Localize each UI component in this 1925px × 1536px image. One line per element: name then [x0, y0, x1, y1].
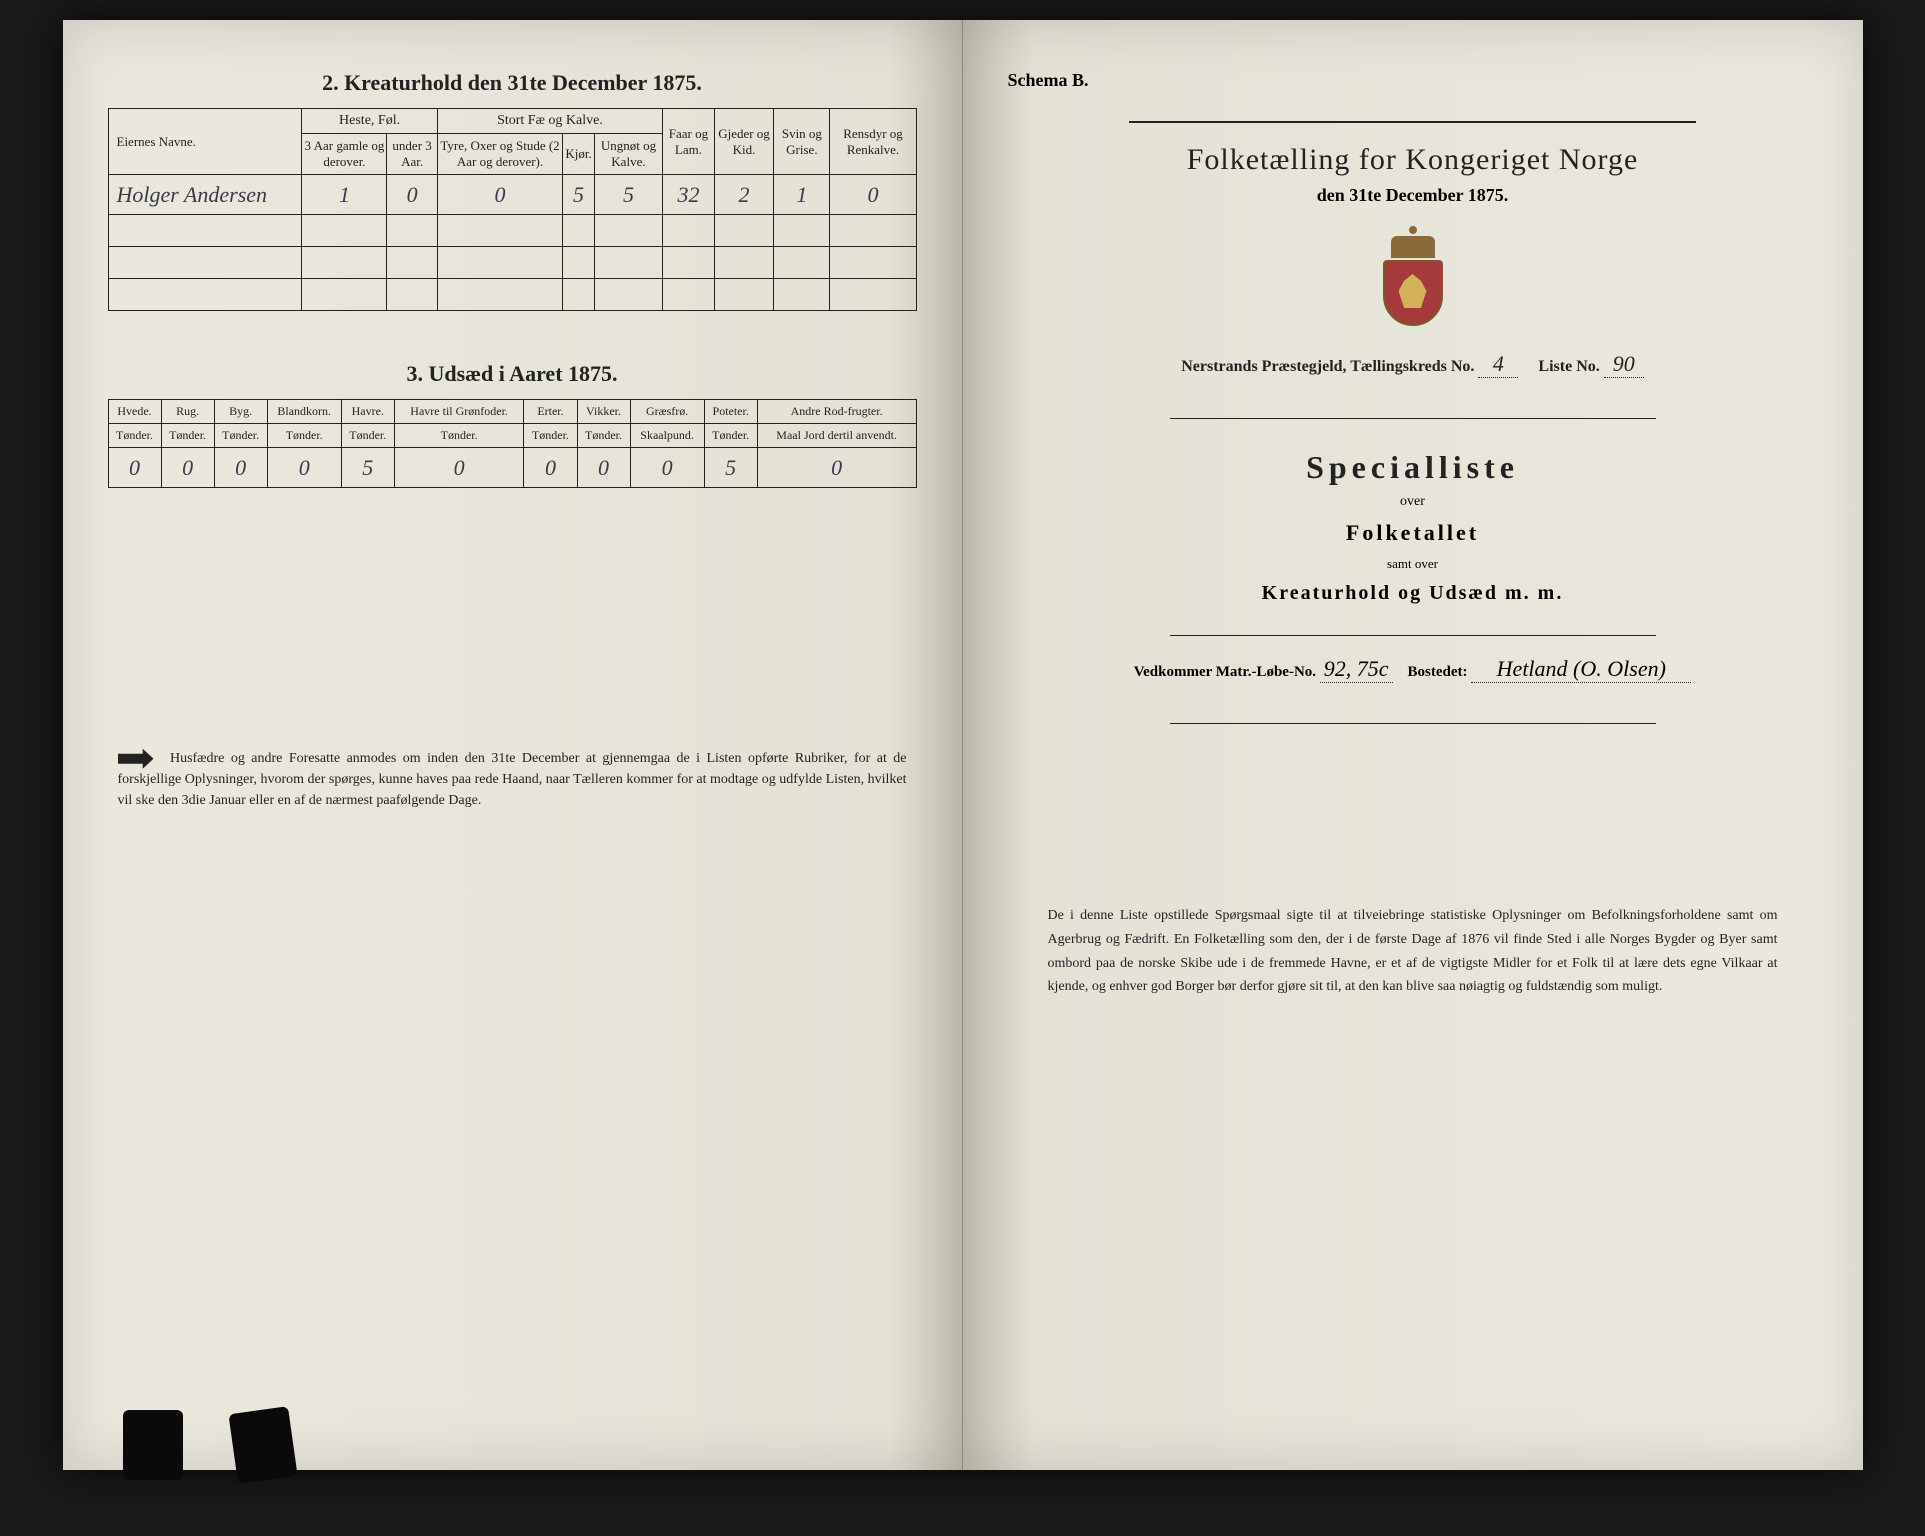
vedkommer-line: Vedkommer Matr.-Løbe-No. 92, 75c Bostede…: [1008, 656, 1818, 683]
col-owner: Eiernes Navne.: [108, 109, 302, 175]
cell: 5: [704, 448, 757, 488]
seed-col: Græsfrø.: [630, 400, 704, 424]
owner-cell: Holger Andersen: [108, 175, 302, 215]
seed-col: Hvede.: [108, 400, 161, 424]
schema-label: Schema B.: [1008, 70, 1818, 91]
cell: 0: [108, 448, 161, 488]
seed-col: Byg.: [214, 400, 267, 424]
seed-unit: Tønder.: [577, 424, 630, 448]
seed-table: Hvede. Rug. Byg. Blandkorn. Havre. Havre…: [108, 399, 917, 488]
parish-label: Nerstrands Præstegjeld, Tællingskreds No…: [1181, 358, 1474, 375]
left-page: 2. Kreaturhold den 31te December 1875. E…: [63, 20, 963, 1470]
divider: [1170, 723, 1656, 724]
liste-label: Liste No.: [1538, 358, 1599, 375]
cell: 32: [663, 175, 714, 215]
seed-col: Havre til Grønfoder.: [394, 400, 524, 424]
h2: under 3 Aar.: [387, 134, 437, 175]
cell: 5: [563, 175, 594, 215]
col-faar: Faar og Lam.: [663, 109, 714, 175]
bosted-value: Hetland (O. Olsen): [1471, 656, 1691, 683]
cell: 1: [302, 175, 387, 215]
seed-col: Vikker.: [577, 400, 630, 424]
cell: 0: [830, 175, 916, 215]
table-row: [108, 279, 916, 311]
cell: 0: [524, 448, 577, 488]
s3: Ungnøt og Kalve.: [594, 134, 663, 175]
binder-clip: [228, 1406, 297, 1484]
bosted-label: Bostedet:: [1408, 664, 1468, 680]
seed-unit: Tønder.: [524, 424, 577, 448]
kreatur-line: Kreaturhold og Udsæd m. m.: [1008, 582, 1818, 605]
folketallet: Folketallet: [1008, 520, 1818, 546]
s2: Kjør.: [563, 134, 594, 175]
over-text: over: [1008, 494, 1818, 510]
matr-no: 92, 75c: [1320, 656, 1393, 683]
cell: 2: [714, 175, 774, 215]
seed-col: Rug.: [161, 400, 214, 424]
seed-unit: Tønder.: [394, 424, 524, 448]
coat-of-arms-icon: [1378, 236, 1448, 326]
table-row: Holger Andersen 1 0 0 5 5 32 2 1 0: [108, 175, 916, 215]
table-row: [108, 215, 916, 247]
cell: 5: [341, 448, 394, 488]
cell: 0: [214, 448, 267, 488]
seed-unit: Tønder.: [704, 424, 757, 448]
col-rens: Rensdyr og Renkalve.: [830, 109, 916, 175]
grp-heste: Heste, Føl.: [302, 109, 437, 134]
samt-text: samt over: [1008, 556, 1818, 572]
seed-col: Erter.: [524, 400, 577, 424]
seed-unit: Tønder.: [341, 424, 394, 448]
seed-unit: Tønder.: [161, 424, 214, 448]
right-page: Schema B. Folketælling for Kongeriget No…: [963, 20, 1863, 1470]
section2-title: 2. Kreaturhold den 31te December 1875.: [108, 70, 917, 96]
table-row: 0 0 0 0 5 0 0 0 0 5 0: [108, 448, 916, 488]
special-title: Specialliste: [1008, 449, 1818, 486]
kreds-no: 4: [1478, 351, 1518, 378]
cell: 0: [757, 448, 916, 488]
parish-line: Nerstrands Præstegjeld, Tællingskreds No…: [1008, 351, 1818, 378]
cell: 0: [267, 448, 341, 488]
pointer-icon: [118, 749, 154, 769]
s1: Tyre, Oxer og Stude (2 Aar og derover).: [437, 134, 563, 175]
seed-unit: Tønder.: [108, 424, 161, 448]
livestock-table: Eiernes Navne. Heste, Føl. Stort Fæ og K…: [108, 108, 917, 311]
binder-clip: [123, 1410, 183, 1480]
seed-unit: Skaalpund.: [630, 424, 704, 448]
cell: 0: [437, 175, 563, 215]
section3-title: 3. Udsæd i Aaret 1875.: [108, 361, 917, 387]
h1: 3 Aar gamle og derover.: [302, 134, 387, 175]
cell: 0: [161, 448, 214, 488]
col-gjed: Gjeder og Kid.: [714, 109, 774, 175]
census-title: Folketælling for Kongeriget Norge: [1008, 143, 1818, 177]
cell: 1: [774, 175, 830, 215]
divider: [1170, 635, 1656, 636]
cell: 0: [577, 448, 630, 488]
seed-col: Havre.: [341, 400, 394, 424]
col-svin: Svin og Grise.: [774, 109, 830, 175]
scanned-book: 2. Kreaturhold den 31te December 1875. E…: [63, 20, 1863, 1470]
divider: [1170, 418, 1656, 419]
seed-col: Andre Rod-frugter.: [757, 400, 916, 424]
divider: [1129, 121, 1696, 123]
right-footer-text: De i denne Liste opstillede Spørgsmaal s…: [1008, 904, 1818, 999]
cell: 0: [630, 448, 704, 488]
seed-unit: Tønder.: [267, 424, 341, 448]
table-row: [108, 247, 916, 279]
seed-unit: Maal Jord dertil anvendt.: [757, 424, 916, 448]
seed-unit: Tønder.: [214, 424, 267, 448]
census-subtitle: den 31te December 1875.: [1008, 185, 1818, 206]
cell: 5: [594, 175, 663, 215]
grp-stort: Stort Fæ og Kalve.: [437, 109, 662, 134]
seed-col: Poteter.: [704, 400, 757, 424]
seed-col: Blandkorn.: [267, 400, 341, 424]
cell: 0: [394, 448, 524, 488]
liste-no: 90: [1604, 351, 1644, 378]
vedk-label: Vedkommer Matr.-Løbe-No.: [1134, 664, 1316, 680]
cell: 0: [387, 175, 437, 215]
footnote-text: Husfædre og andre Foresatte anmodes om i…: [118, 751, 907, 808]
left-footnote: Husfædre og andre Foresatte anmodes om i…: [108, 748, 917, 811]
